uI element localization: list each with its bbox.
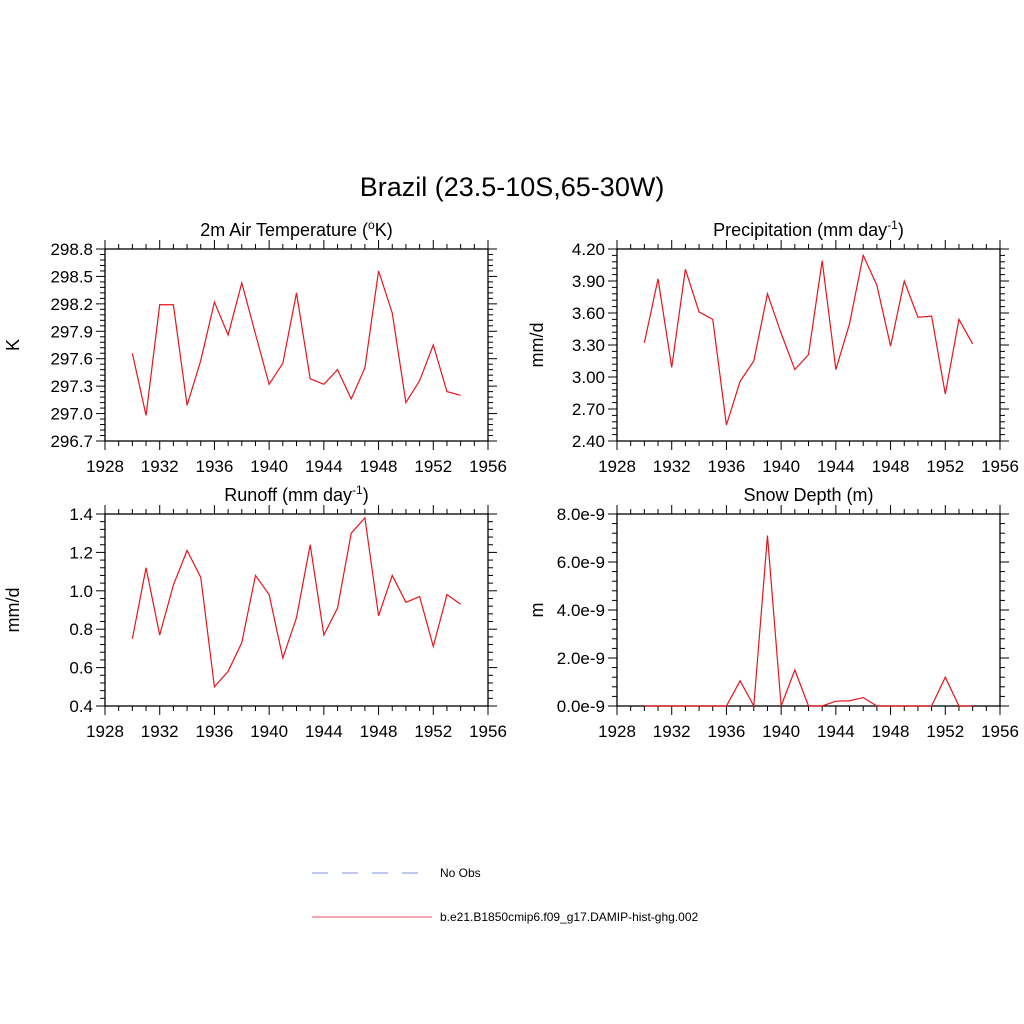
x-tick-label: 1928 (86, 722, 124, 741)
x-tick-label: 1936 (196, 457, 234, 476)
legend-model-label: b.e21.B1850cmip6.f09_g17.DAMIP-hist-ghg.… (440, 910, 698, 924)
x-tick-label: 1936 (708, 722, 746, 741)
x-tick-label: 1944 (817, 722, 855, 741)
x-tick-label: 1944 (305, 722, 343, 741)
y-tick-label: 3.30 (572, 336, 605, 355)
y-tick-label: 1.0 (69, 582, 93, 601)
x-tick-label: 1932 (653, 457, 691, 476)
y-tick-label: 2.70 (572, 400, 605, 419)
y-tick-label: 0.8 (69, 620, 93, 639)
y-tick-label: 3.60 (572, 304, 605, 323)
x-tick-label: 1944 (305, 457, 343, 476)
y-tick-label: 298.8 (50, 240, 93, 259)
x-tick-label: 1928 (598, 722, 636, 741)
x-tick-label: 1940 (762, 722, 800, 741)
legend: No Obs b.e21.B1850cmip6.f09_g17.DAMIP-hi… (312, 866, 698, 924)
y-tick-label: 297.9 (50, 322, 93, 341)
figure-title: Brazil (23.5-10S,65-30W) (360, 172, 665, 202)
series-line (643, 253, 974, 426)
x-tick-label: 1932 (141, 722, 179, 741)
y-axis-label: K (3, 339, 23, 351)
x-tick-label: 1932 (141, 457, 179, 476)
y-tick-label: 0.6 (69, 659, 93, 678)
x-tick-label: 1936 (708, 457, 746, 476)
x-tick-label: 1952 (414, 457, 452, 476)
x-tick-label: 1928 (86, 457, 124, 476)
y-tick-label: 297.0 (50, 405, 93, 424)
y-axis-label: mm/d (3, 588, 23, 633)
panel-title: Snow Depth (m) (743, 485, 873, 505)
y-tick-label: 4.0e-9 (557, 601, 605, 620)
x-tick-label: 1940 (250, 722, 288, 741)
series-line (131, 516, 461, 689)
precipitation-panel: Precipitation (mm day-1) 1928 1932 1936 1940… (527, 218, 1019, 476)
y-tick-label: 298.5 (50, 267, 93, 286)
x-tick-label: 1932 (653, 722, 691, 741)
y-axis-label: m (527, 603, 547, 618)
x-tick-label: 1956 (981, 722, 1019, 741)
plot-frame (104, 513, 489, 707)
x-tick-label: 1956 (981, 457, 1019, 476)
x-tick-label: 1956 (469, 457, 507, 476)
y-tick-label: 8.0e-9 (557, 505, 605, 524)
y-tick-label: 2.40 (572, 432, 605, 451)
y-tick-label: 0.0e-9 (557, 697, 605, 716)
y-tick-label: 0.4 (69, 697, 93, 716)
y-tick-label: 6.0e-9 (557, 553, 605, 572)
x-tick-label: 1944 (817, 457, 855, 476)
panel-title: Runoff (mm day-1) (224, 483, 368, 505)
x-tick-label: 1948 (872, 457, 910, 476)
y-tick-label: 3.90 (572, 272, 605, 291)
y-tick-label: 296.7 (50, 432, 93, 451)
y-tick-label: 2.0e-9 (557, 649, 605, 668)
series-line (131, 270, 461, 416)
panel-title: Precipitation (mm day-1) (713, 218, 904, 240)
x-tick-label: 1928 (598, 457, 636, 476)
y-axis-label: mm/d (527, 323, 547, 368)
y-tick-label: 3.00 (572, 368, 605, 387)
y-tick-label: 1.4 (69, 505, 93, 524)
plot-frame (616, 513, 1001, 707)
temperature-panel: 2m Air Temperature (oK) 1928 1932 1936 1940 1… (3, 218, 507, 476)
x-tick-label: 1948 (872, 722, 910, 741)
series-line (644, 535, 973, 709)
x-tick-label: 1936 (196, 722, 234, 741)
y-tick-label: 297.3 (50, 377, 93, 396)
x-tick-label: 1948 (360, 457, 398, 476)
panel-title: 2m Air Temperature (oK) (200, 218, 392, 240)
x-tick-label: 1952 (926, 722, 964, 741)
y-tick-label: 297.6 (50, 350, 93, 369)
plot-frame (104, 248, 489, 442)
y-tick-label: 298.2 (50, 295, 93, 314)
runoff-panel: Runoff (mm day-1) 1928 1932 1936 1940 1944 194… (3, 483, 507, 741)
x-tick-label: 1952 (926, 457, 964, 476)
x-tick-label: 1956 (469, 722, 507, 741)
legend-obs-label: No Obs (440, 866, 481, 880)
x-tick-label: 1952 (414, 722, 452, 741)
y-tick-label: 4.20 (572, 240, 605, 259)
snow-depth-panel: Snow Depth (m) 1928 1932 1936 1940 1944 1948 19… (527, 485, 1019, 741)
y-tick-label: 1.2 (69, 543, 93, 562)
x-tick-label: 1940 (250, 457, 288, 476)
x-tick-label: 1948 (360, 722, 398, 741)
x-tick-label: 1940 (762, 457, 800, 476)
